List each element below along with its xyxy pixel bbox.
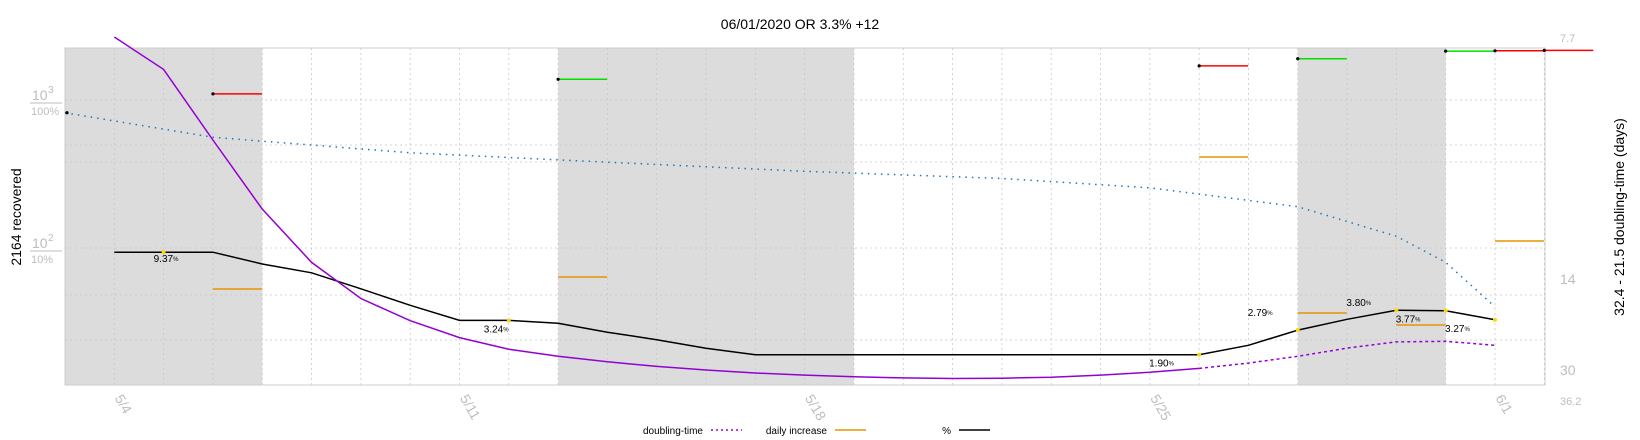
percent-point-label: 9.37%	[154, 254, 179, 265]
percent-point-unit: %	[1169, 362, 1175, 368]
percent-point-marker	[1493, 317, 1497, 322]
y-left-tick-percent: 10%	[31, 254, 53, 266]
percent-point-label: 1.90%	[1149, 359, 1174, 370]
y-right-tick-label: 36.2	[1560, 396, 1581, 408]
chart-title: 06/01/2020 OR 3.3% +12	[721, 16, 880, 32]
y-left-tick-exponent: 3	[48, 85, 54, 96]
daily-total-dot	[1493, 49, 1497, 53]
percent-point-marker	[1295, 328, 1300, 333]
y-left-tick-label: 10	[32, 87, 48, 103]
percent-point-label: 3.27%	[1445, 324, 1470, 335]
percent-point-unit: %	[1415, 318, 1421, 324]
x-tick-label: 6/1	[1492, 392, 1516, 417]
y-left-tick-exponent: 2	[48, 233, 54, 244]
daily-total-dot	[1444, 49, 1448, 53]
percent-point-label: 2.79%	[1248, 308, 1273, 319]
series	[64, 36, 1496, 380]
percent-point-marker	[1394, 308, 1399, 313]
percent-point-label: 3.24%	[484, 324, 509, 335]
x-tick-label: 5/4	[112, 392, 136, 417]
grid	[64, 48, 1545, 385]
y-left-tick-label: 10	[32, 235, 48, 251]
marks: 9.37% 3.24% 1.90% 2.79% 3.80% 3.77% 3.27%	[65, 48, 1594, 370]
percent-point-unit: %	[173, 257, 179, 263]
y-right-tick-label: 30	[1560, 362, 1576, 378]
percent-point-unit: %	[1464, 327, 1470, 333]
plot-frame	[64, 47, 1546, 386]
series-line-recovered	[64, 112, 1496, 308]
series-line-doubling-time-projection	[1199, 340, 1496, 370]
percent-point-label: 3.77%	[1396, 315, 1421, 326]
percent-point-unit: %	[1267, 311, 1273, 317]
daily-total-dot	[1542, 48, 1546, 52]
percent-point-label: 3.80%	[1346, 298, 1371, 309]
x-tick-label: 5/11	[457, 392, 484, 423]
y-right-tick-label: 7.7	[1560, 33, 1575, 45]
percent-point-unit: %	[503, 327, 509, 333]
percent-point-marker	[1443, 308, 1448, 313]
series-line-doubling-time	[113, 36, 1200, 380]
percent-point-marker	[1197, 352, 1202, 357]
x-tick-label: 5/25	[1147, 392, 1175, 424]
y-axis-left-label: 2164 recovered	[8, 168, 24, 265]
y-left-tick-percent: 100%	[31, 106, 59, 118]
legend: doubling-time daily increase %	[643, 426, 990, 437]
percent-point-marker	[161, 250, 166, 255]
recovered-start-dot	[65, 111, 69, 115]
x-tick-label: 5/18	[802, 392, 830, 424]
y-right-tick-label: 14	[1560, 271, 1576, 287]
percent-point-unit: %	[1366, 301, 1372, 307]
series-line-percent	[114, 251, 1496, 356]
daily-total-dot	[1197, 64, 1201, 68]
daily-total-dot	[556, 77, 560, 81]
legend-label-daily-increase: daily increase	[766, 426, 828, 437]
legend-label-percent: %	[942, 426, 951, 437]
daily-total-dot	[211, 92, 215, 96]
daily-total-dot	[1296, 57, 1300, 61]
legend-label-doubling-time: doubling-time	[643, 426, 703, 437]
weekend-band-2	[1297, 48, 1446, 385]
y-axis-right-label: 32.4 - 21.5 doubling-time (days)	[1611, 118, 1627, 316]
percent-point-marker	[506, 318, 511, 323]
